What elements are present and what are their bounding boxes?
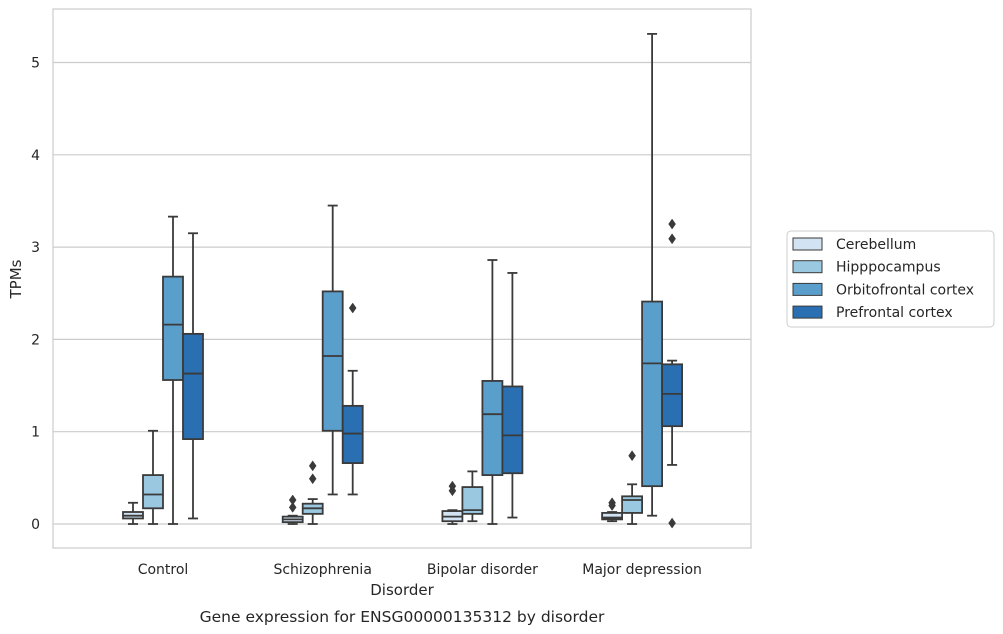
x-tick-label: Bipolar disorder	[427, 562, 538, 578]
outlier-point	[668, 218, 676, 230]
legend-label: Cerebellum	[836, 237, 916, 253]
box-hipppocampus	[301, 460, 324, 525]
box-iqr	[142, 474, 164, 510]
box-orbitofrontal-cortex	[321, 204, 344, 496]
legend-swatch	[792, 305, 823, 319]
legend-swatch	[792, 237, 823, 251]
box-iqr	[321, 290, 344, 432]
x-axis-label: Disorder	[370, 581, 434, 599]
legend-label: Hipppocampus	[836, 260, 941, 276]
x-tick-label: Schizophrenia	[273, 562, 371, 578]
outlier-point	[668, 517, 676, 529]
box-iqr	[621, 495, 643, 514]
outlier-point	[288, 494, 297, 506]
box-iqr	[481, 380, 504, 476]
outlier-point	[308, 473, 317, 485]
box-prefrontal-cortex	[661, 218, 683, 529]
box-hipppocampus	[461, 470, 484, 523]
box-iqr	[461, 486, 484, 515]
legend-label: Orbitofrontal cortex	[836, 282, 974, 298]
plot-frame	[52, 8, 752, 549]
y-tick-label: 2	[31, 332, 40, 348]
outlier-point	[628, 450, 636, 462]
box-orbitofrontal-cortex	[162, 215, 184, 525]
y-tick-label: 0	[31, 517, 40, 533]
outlier-point	[448, 480, 457, 492]
y-tick-label: 1	[31, 425, 40, 441]
outlier-point	[348, 302, 357, 314]
box-layer	[122, 32, 683, 529]
outlier-point	[608, 497, 616, 509]
box-iqr	[341, 404, 364, 464]
box-hipppocampus	[142, 429, 164, 525]
box-cerebellum	[601, 497, 623, 523]
legend-swatch	[792, 260, 823, 274]
box-iqr	[661, 363, 683, 428]
box-iqr	[601, 512, 623, 521]
legend-frame	[786, 230, 995, 328]
box-iqr	[641, 300, 663, 488]
x-tick-label: Major depression	[582, 562, 702, 578]
box-cerebellum	[441, 480, 464, 525]
y-axis-label: TPMs	[7, 259, 25, 299]
legend: Cerebellum Hipppocampus Orbitofrontal cort…	[786, 230, 995, 328]
chart-caption: Gene expression for ENSG00000135312 by d…	[200, 608, 605, 626]
y-tick-label: 5	[31, 56, 40, 72]
y-tick-label: 3	[31, 240, 40, 256]
legend-swatch	[792, 282, 823, 296]
box-iqr	[501, 385, 524, 475]
x-tick-labels: Control Schizophrenia Bipolar disorder Majo…	[138, 562, 702, 578]
box-prefrontal-cortex	[182, 232, 204, 520]
x-tick-label: Control	[138, 562, 189, 578]
box-prefrontal-cortex	[501, 272, 524, 519]
box-hipppocampus	[621, 450, 643, 525]
box-orbitofrontal-cortex	[641, 32, 663, 517]
outlier-point	[308, 460, 317, 472]
outlier-point	[668, 233, 676, 245]
box-cerebellum	[281, 494, 304, 525]
y-tick-labels: 0 1 2 3 4 5	[31, 56, 40, 534]
legend-label: Prefrontal cortex	[836, 305, 953, 321]
outlier-point	[288, 501, 297, 513]
box-iqr	[162, 275, 184, 381]
box-iqr	[182, 332, 204, 440]
box-cerebellum	[122, 501, 144, 525]
y-tick-label: 4	[31, 148, 40, 164]
box-prefrontal-cortex	[341, 302, 364, 496]
